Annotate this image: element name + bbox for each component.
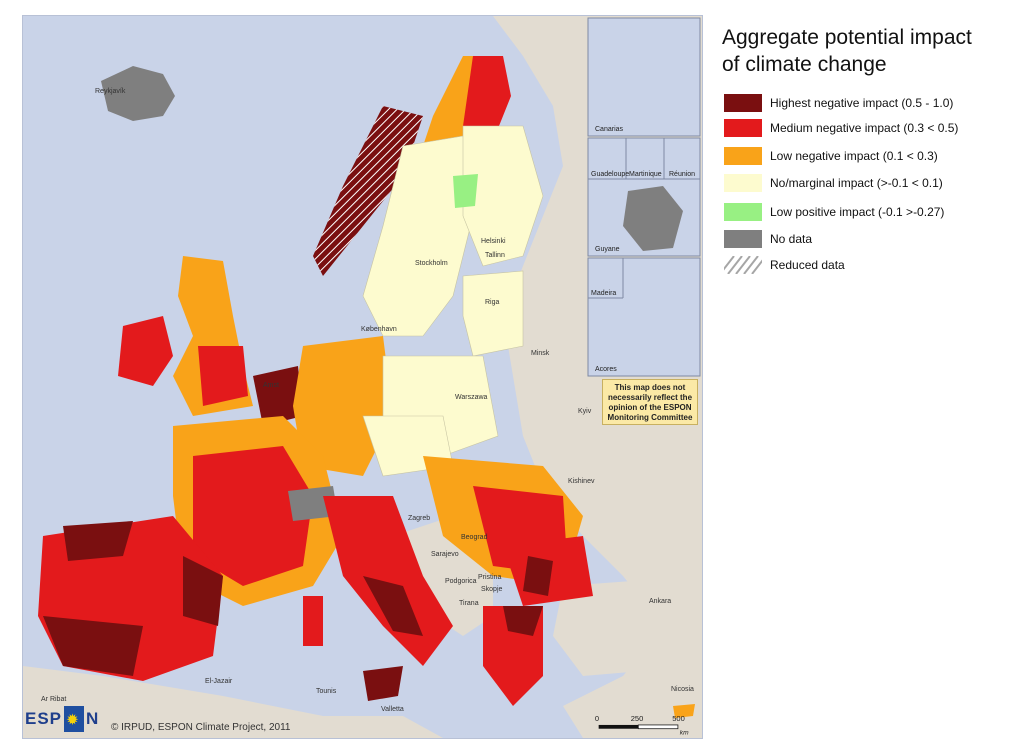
inset-acores-label: Acores: [595, 366, 617, 373]
legend-item-low: Low negative impact (0.1 < 0.3): [724, 146, 938, 166]
legend-title: Aggregate potential impact of climate ch…: [722, 24, 1012, 78]
scale-tick-0: 0: [595, 714, 599, 723]
iceland-region: [101, 66, 175, 121]
scale-tick-500: 500: [672, 714, 685, 723]
germany-region: [293, 336, 393, 476]
city-ar-ribat: Ar Ribat: [41, 696, 67, 703]
uk-south-region: [198, 346, 248, 406]
city-zagreb: Zagreb: [408, 515, 431, 522]
legend-label-none: No/marginal impact (>-0.1 < 0.1): [770, 176, 943, 190]
inset-canarias-box: [587, 17, 701, 137]
scale-unit: km: [680, 729, 689, 736]
inset-guadeloupe-label: Guadeloupe: [591, 171, 630, 178]
city-tallinn: Tallinn: [485, 252, 505, 259]
turkey-land: [553, 576, 702, 676]
city-kobenhavn: København: [361, 326, 397, 333]
city-nicosia: Nicosia: [671, 686, 694, 693]
bulgaria-highest: [523, 556, 553, 596]
sardinia-region: [303, 596, 323, 646]
city-pristina: Pristina: [478, 574, 502, 581]
ireland-region: [118, 316, 173, 386]
legend-swatch-reduced: [724, 256, 762, 274]
legend-swatch-low: [724, 147, 762, 165]
legend-label-medium: Medium negative impact (0.3 < 0.5): [770, 121, 959, 135]
city-el-jazair: El-Jazair: [205, 678, 233, 685]
city-podgorica: Podgorica: [445, 578, 477, 585]
city-valletta: Valletta: [381, 706, 404, 713]
inset-madeira-label: Madeira: [591, 290, 617, 297]
legend-label-highest: Highest negative impact (0.5 - 1.0): [770, 96, 954, 110]
city-reykjavik: Reykjavík: [95, 88, 126, 95]
city-warszawa: Warszawa: [455, 394, 488, 401]
legend-swatch-none: [724, 174, 762, 192]
inset-canarias-label: Canarias: [595, 126, 624, 133]
city-tirana: Tirana: [459, 600, 479, 607]
copyright-text: © IRPUD, ESPON Climate Project, 2011: [111, 722, 291, 733]
city-ankara: Ankara: [649, 598, 672, 605]
north-africa-land: [23, 666, 443, 738]
city-kishinev: Kishinev: [568, 478, 595, 485]
italy-region: [323, 496, 453, 666]
legend-item-none: No/marginal impact (>-0.1 < 0.1): [724, 173, 943, 193]
switzerland-region: [288, 486, 338, 521]
benelux-region: [253, 366, 303, 426]
legend-item-reduced: Reduced data: [724, 255, 845, 275]
legend-title-line2: of climate change: [722, 53, 887, 76]
city-beograd: Beograd: [461, 534, 488, 541]
legend-label-low: Low negative impact (0.1 < 0.3): [770, 149, 938, 163]
guyane-shape: [623, 186, 683, 251]
scale-tick-250: 250: [631, 714, 644, 723]
europe-map: [23, 16, 702, 738]
iberia-highest-south: [43, 616, 143, 676]
legend-item-highest: Highest negative impact (0.5 - 1.0): [724, 93, 953, 113]
legend-item-positive: Low positive impact (-0.1 >-0.27): [724, 202, 944, 222]
italy-highest: [363, 576, 423, 636]
city-kyiv: Kyiv: [578, 408, 592, 415]
eu-flag-icon: ✹: [64, 706, 85, 732]
legend-swatch-medium: [724, 119, 762, 137]
city-sarajevo: Sarajevo: [431, 551, 459, 558]
cyprus-region: [673, 704, 695, 718]
legend-item-nodata: No data: [724, 229, 812, 249]
iberia-east: [183, 556, 223, 626]
legend-label-nodata: No data: [770, 232, 813, 246]
legend-label-reduced: Reduced data: [770, 258, 845, 272]
sicily-region: [363, 666, 403, 701]
legend-title-line1: Aggregate potential impact: [722, 26, 972, 49]
city-riga: Riga: [485, 299, 500, 306]
city-tounis: Tounis: [316, 688, 337, 695]
finland-north-region: [463, 56, 511, 141]
inset-guyane-label: Guyane: [595, 246, 620, 253]
finland-region: [462, 125, 544, 267]
espon-logo-right: N: [86, 709, 100, 728]
iberia-highest-north: [63, 521, 133, 561]
finland-positive: [453, 174, 478, 208]
city-skopje: Skopje: [481, 586, 503, 593]
norway-hatch: [313, 106, 423, 276]
legend-swatch-highest: [724, 94, 762, 112]
baltics-region: [462, 270, 524, 357]
greece-highest: [503, 606, 543, 636]
city-helsinki: Helsinki: [481, 238, 506, 245]
legend-swatch-nodata: [724, 230, 762, 248]
city-minsk: Minsk: [531, 350, 550, 357]
inset-atlantic-box: [587, 257, 701, 377]
legend-label-positive: Low positive impact (-0.1 >-0.27): [770, 205, 945, 219]
france-inner: [193, 446, 313, 586]
inset-reunion-label: Réunion: [669, 171, 696, 178]
city-amsterdam: Amst: [263, 382, 279, 389]
inset-martinique-label: Martinique: [629, 171, 662, 178]
legend-swatch-positive: [724, 203, 762, 221]
espon-logo-left: ESP: [25, 709, 63, 728]
city-stockholm: Stockholm: [415, 260, 448, 267]
espon-logo: ESP ✹ N: [25, 705, 99, 733]
map-panel: Canarias Guadeloupe Martinique Réunion G…: [22, 15, 703, 739]
legend-item-medium: Medium negative impact (0.3 < 0.5): [724, 118, 958, 138]
disclaimer-box: This map does not necessarily reflect th…: [602, 379, 698, 425]
scale-bar: 0 250 500 km: [595, 714, 689, 736]
